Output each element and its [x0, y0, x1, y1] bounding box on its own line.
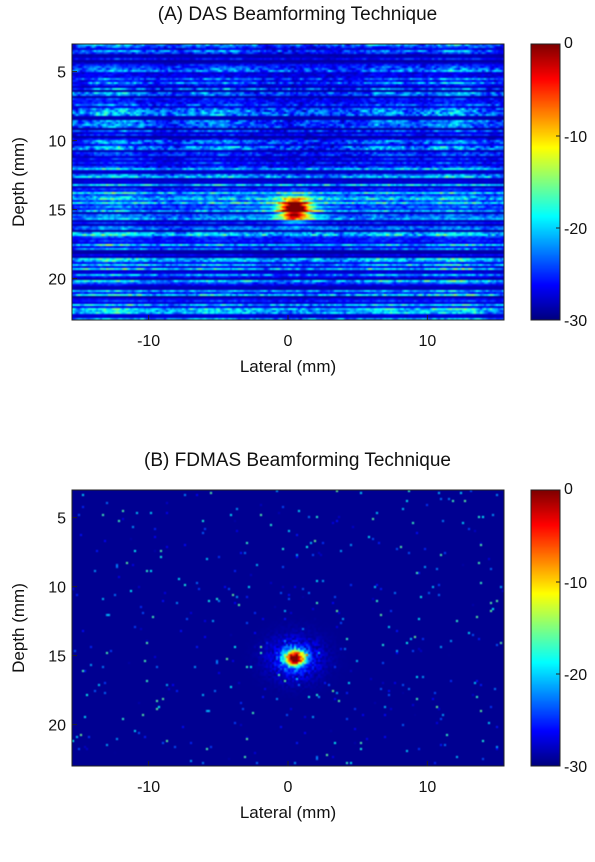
y-axis-label: Depth (mm) — [9, 137, 28, 227]
heatmap-image — [72, 44, 504, 320]
x-tick-label: 0 — [284, 779, 293, 796]
colorbar-tick-label: -20 — [564, 221, 587, 238]
y-tick-label: 20 — [48, 272, 66, 289]
y-tick-label: 10 — [48, 580, 66, 597]
colorbar-tick-label: -30 — [564, 313, 587, 330]
chart-panel-fdmas: (B) FDMAS Beamforming Technique -10 0 10 5 1… — [0, 446, 595, 862]
chart-fdmas: -10 0 10 5 10 15 20 Lateral (mm) Depth (mm) 0 -… — [9, 481, 587, 822]
x-tick-label: 10 — [418, 333, 436, 350]
x-tick-label: 10 — [418, 779, 436, 796]
x-tick-label: 0 — [284, 333, 293, 350]
colorbar-tick-label: 0 — [564, 35, 573, 52]
x-axis-label: Lateral (mm) — [240, 357, 336, 376]
y-tick-label: 15 — [48, 203, 66, 220]
colorbar-tick-label: 0 — [564, 481, 573, 498]
y-tick-label: 5 — [57, 65, 66, 82]
y-tick-label: 10 — [48, 134, 66, 151]
colorbar-tick-label: -20 — [564, 667, 587, 684]
chart-title: (B) FDMAS Beamforming Technique — [144, 450, 451, 471]
colorbar-tick-label: -10 — [564, 575, 587, 592]
y-tick-label: 5 — [57, 511, 66, 528]
y-tick-label: 15 — [48, 649, 66, 666]
colorbar — [531, 490, 560, 766]
x-tick-label: -10 — [137, 333, 160, 350]
heatmap-image — [72, 490, 504, 766]
chart-title: (A) DAS Beamforming Technique — [157, 4, 438, 25]
x-axis-label: Lateral (mm) — [240, 803, 336, 822]
y-tick-label: 20 — [48, 718, 66, 735]
colorbar-frame — [530, 43, 561, 321]
y-axis-label: Depth (mm) — [9, 583, 28, 673]
colorbar-tick-label: -10 — [564, 129, 587, 146]
colorbar-frame — [530, 489, 561, 767]
x-tick-label: -10 — [137, 779, 160, 796]
chart-panel-das: (A) DAS Beamforming Technique -10 0 10 5 10 1… — [0, 0, 595, 416]
colorbar — [531, 44, 560, 320]
chart-das: -10 0 10 5 10 15 20 Lateral (mm) Depth (mm) 0 -… — [9, 35, 587, 376]
colorbar-tick-label: -30 — [564, 759, 587, 776]
